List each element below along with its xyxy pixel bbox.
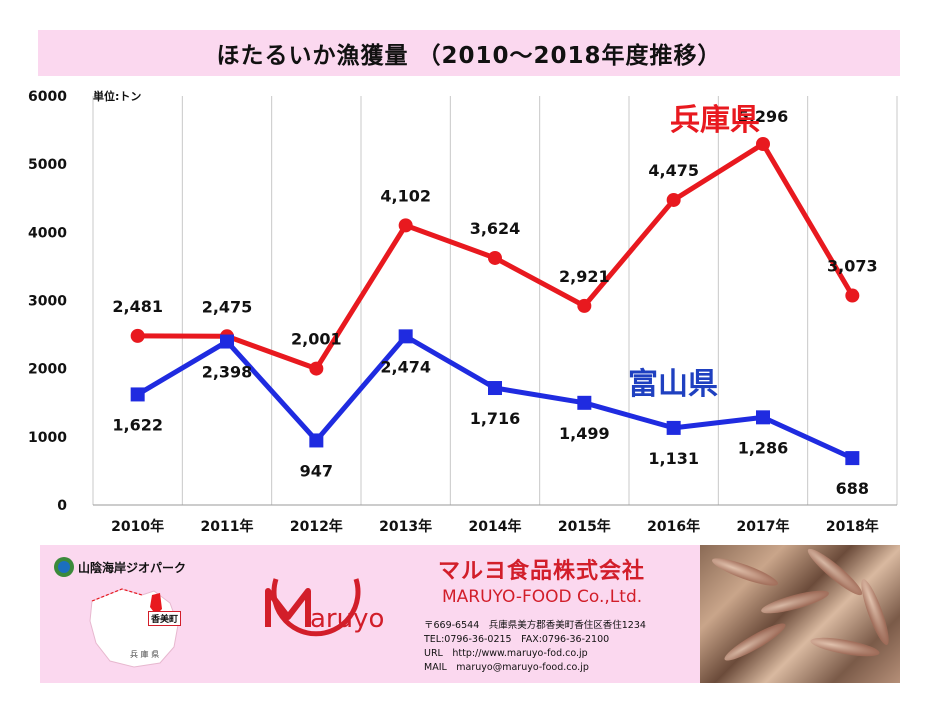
x-tick-label: 2013年 [379,518,432,535]
x-tick-label: 2015年 [558,518,611,535]
point-toyama [220,334,234,349]
y-tick-label: 6000 [28,89,67,105]
chart-title: ほたるいか漁獲量 （2010～2018年度推移） [216,43,722,69]
maruyo-logo: aruyo [265,578,384,637]
data-label-hyogo: 3,073 [827,257,878,276]
hyogo-map-icon [89,588,179,668]
data-label-hyogo: 2,475 [202,297,253,316]
y-tick-label: 5000 [28,157,67,173]
data-label-toyama: 2,474 [380,357,431,376]
y-tick-label: 1000 [28,430,67,446]
y-tick-label: 3000 [28,294,67,310]
x-tick-label: 2017年 [737,518,790,535]
point-toyama [577,395,592,410]
y-tick-label: 4000 [28,225,67,241]
x-tick-label: 2010年 [111,518,164,535]
x-tick-label: 2012年 [290,518,343,535]
point-hyogo [666,192,681,207]
point-hyogo [309,361,324,376]
y-tick-label: 0 [57,498,67,514]
point-toyama [488,381,502,396]
geopark-icon [54,557,74,577]
point-hyogo [845,288,860,303]
prefecture-label: 兵 庫 県 [130,650,160,659]
line-chart: 0 1000 2000 3000 4000 5000 6000 2010年 2011年 2012年… [28,89,898,535]
mail-line[interactable]: MAIL maruyo@maruyo-food.co.jp [424,662,589,673]
company-footer: 山陰海岸ジオパーク 香美町 兵 庫 県 aruyo マルヨ食品株式会社 MARU… [40,545,900,683]
data-label-hyogo: 4,102 [380,186,431,205]
point-toyama [666,420,681,435]
data-label-toyama: 688 [836,479,869,498]
x-tick-label: 2016年 [647,518,700,535]
data-label-hyogo: 2,921 [559,267,610,286]
point-toyama [845,451,860,466]
company-contact: 〒669-6544 兵庫県美方郡香美町香住区香住1234 TEL:0796-36… [424,619,646,675]
geopark-logo: 山陰海岸ジオパーク [54,557,186,577]
unit-label: 単位:トン [93,89,141,103]
firefly-squid-photo [700,545,900,683]
point-toyama [130,387,145,402]
point-hyogo [398,218,413,233]
address-line: 〒669-6544 兵庫県美方郡香美町香住区香住1234 [424,620,646,631]
data-label-hyogo: 4,475 [648,161,699,180]
data-label-toyama: 947 [300,461,333,480]
data-label-hyogo: 3,624 [470,219,521,238]
url-line[interactable]: URL http://www.maruyo-fod.co.jp [424,648,588,659]
data-label-toyama: 1,716 [470,409,521,428]
chart-title-banner: ほたるいか漁獲量 （2010～2018年度推移） [38,30,900,76]
x-tick-label: 2018年 [826,518,879,535]
company-name-ja: マルヨ食品株式会社 [438,559,646,584]
geopark-name: 山陰海岸ジオパーク [78,560,187,575]
point-hyogo [488,250,502,265]
data-label-toyama: 1,286 [738,438,789,457]
point-toyama [398,329,413,344]
data-label-hyogo: 2,001 [291,330,342,349]
point-hyogo [577,298,592,313]
town-label: 香美町 [148,611,182,626]
data-label-toyama: 1,622 [112,415,163,434]
y-tick-label: 2000 [28,362,67,378]
series-name-toyama: 富山県 [628,367,718,402]
maruyo-logo-text: aruyo [310,604,384,634]
data-label-toyama: 2,398 [202,363,253,382]
point-toyama [309,433,324,448]
company-name-en: MARUYO-FOOD Co.,Ltd. [442,587,643,607]
data-label-hyogo: 5,296 [738,107,789,126]
point-toyama [756,410,770,425]
x-tick-label: 2014年 [469,518,522,535]
point-hyogo [130,328,145,343]
data-label-toyama: 1,131 [648,449,699,468]
tel-fax-line: TEL:0796-36-0215 FAX:0796-36-2100 [424,634,610,645]
x-tick-label: 2011年 [201,518,254,535]
data-label-toyama: 1,499 [559,424,610,443]
series-name-hyogo: 兵庫県 [670,103,760,138]
point-hyogo [756,136,770,151]
data-label-hyogo: 2,481 [112,297,163,316]
